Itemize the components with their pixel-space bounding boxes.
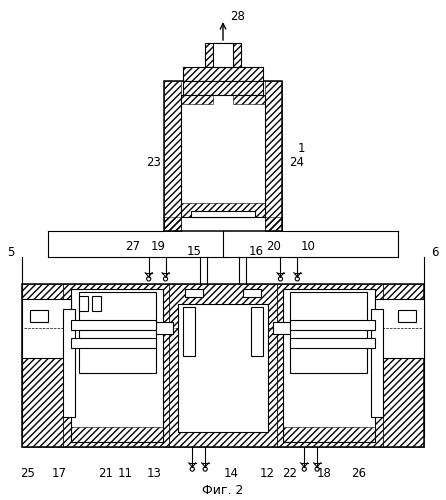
Bar [164,80,182,231]
Text: 5: 5 [7,246,15,258]
Bar [164,218,182,231]
Bar [283,428,375,442]
Text: 6: 6 [431,246,439,258]
Bar [156,322,173,334]
Bar [30,310,48,322]
Text: 20: 20 [266,240,281,252]
Text: 10: 10 [301,240,316,252]
Bar [205,43,241,67]
Bar [71,320,156,330]
Text: 23: 23 [146,156,161,170]
Bar [183,67,263,80]
Bar [183,67,263,80]
Text: 17: 17 [52,468,67,480]
Text: Фиг. 2: Фиг. 2 [202,484,244,498]
Bar [164,80,282,231]
Bar [243,288,260,296]
Bar [277,284,383,447]
Bar [183,80,263,94]
Text: 21: 21 [99,468,114,480]
Text: 28: 28 [231,10,245,22]
Bar [182,204,264,218]
Bar [283,288,375,442]
Bar [178,304,268,432]
Bar [398,310,416,322]
Bar [290,292,367,373]
Text: 16: 16 [248,244,263,258]
Bar [375,298,424,358]
Bar [264,80,282,231]
Bar [290,338,375,348]
Text: 22: 22 [282,468,297,480]
Text: 13: 13 [146,468,161,480]
Bar [191,212,255,218]
Bar [233,94,264,104]
Text: 18: 18 [317,468,331,480]
Text: 14: 14 [223,468,239,480]
Bar [79,296,88,312]
Bar [213,43,233,67]
Bar [22,284,63,447]
Bar [22,298,71,358]
Text: 27: 27 [125,240,140,252]
Bar [371,308,383,418]
Bar [71,288,163,442]
Text: 19: 19 [151,240,166,252]
Bar [273,322,290,334]
Bar [251,306,263,356]
Bar [63,308,75,418]
Bar [205,43,241,67]
Text: 24: 24 [289,156,304,170]
Text: 26: 26 [351,468,366,480]
Bar [169,284,277,447]
Bar [182,94,213,104]
Bar [22,284,424,447]
Bar [79,292,156,373]
Bar [71,338,156,348]
Text: 15: 15 [187,244,202,258]
Text: 11: 11 [117,468,132,480]
Bar [183,80,263,94]
Text: 12: 12 [260,468,275,480]
Bar [92,296,101,312]
Bar [71,428,163,442]
Bar [182,94,264,218]
Bar [183,306,195,356]
Text: 25: 25 [21,468,35,480]
Bar [383,284,424,447]
Bar [186,288,203,296]
Text: 1: 1 [297,142,305,154]
Bar [290,320,375,330]
Bar [264,218,282,231]
Bar [63,284,169,447]
